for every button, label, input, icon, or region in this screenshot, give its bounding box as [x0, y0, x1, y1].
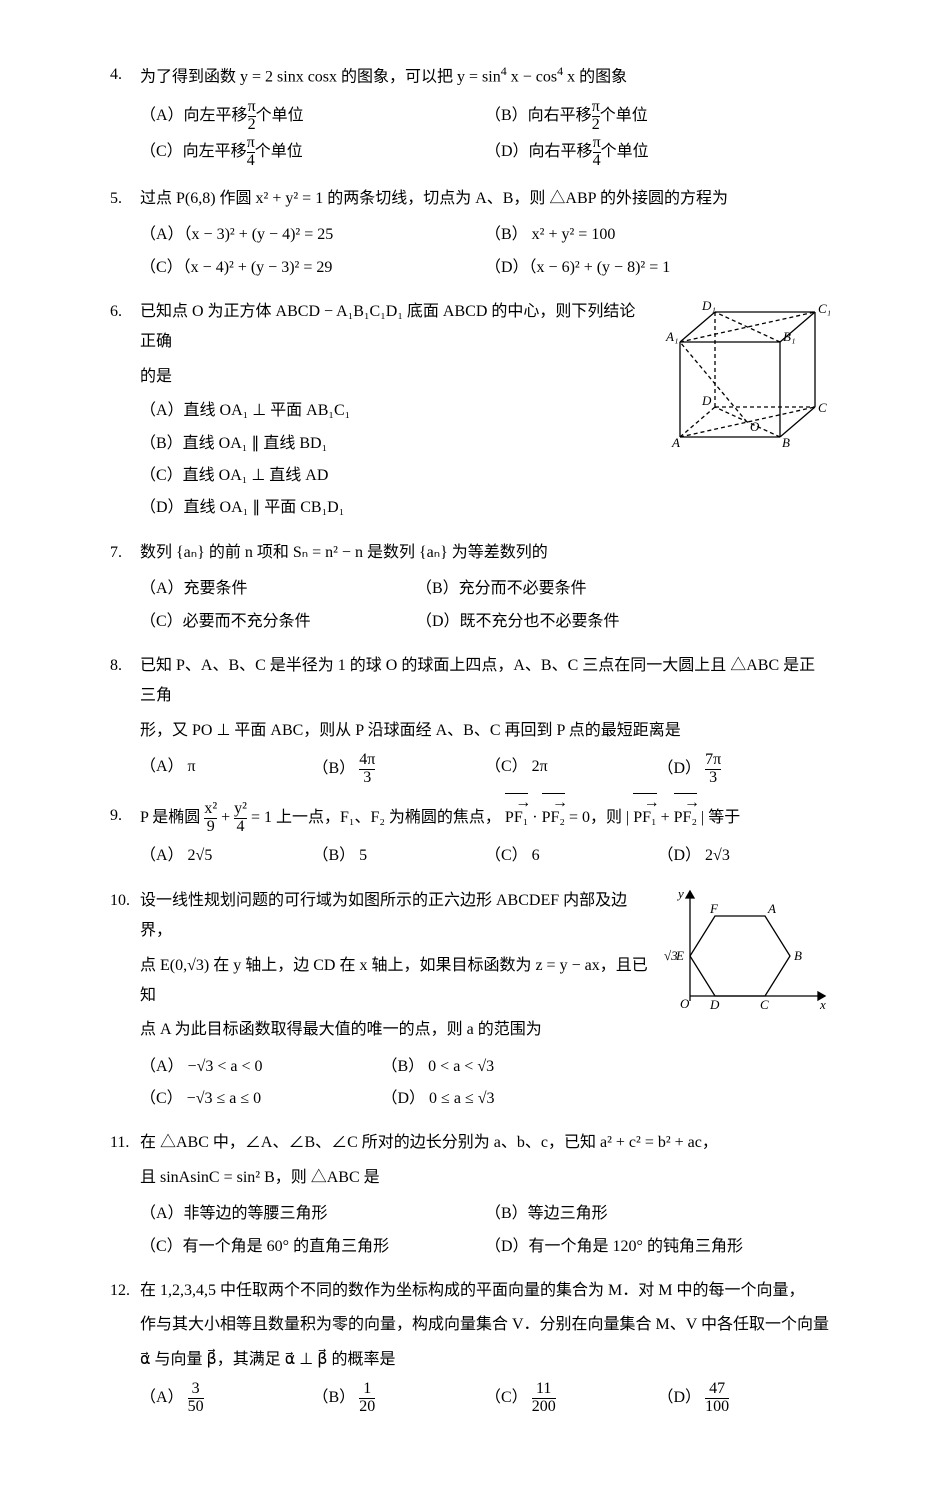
hex-label-a: A: [767, 901, 776, 916]
hex-label-sqrt3: √3: [664, 948, 678, 963]
q8-number: 8.: [110, 651, 122, 681]
q10-option-d: （D） 0 ≤ a ≤ √3: [382, 1084, 624, 1114]
q4-option-c: （C）向左平移π4个单位: [140, 135, 485, 170]
question-8: 8. 已知 P、A、B、C 是半径为 1 的球 O 的球面上四点，A、B、C 三…: [140, 651, 830, 787]
q12-option-c: （C） 11200: [485, 1381, 658, 1416]
cube-label-o: O: [750, 419, 760, 434]
q4-stem-b: x − cos: [507, 68, 557, 85]
hex-label-y: y: [676, 886, 684, 901]
question-11: 11. 在 △ABC 中，∠A、∠B、∠C 所对的边长分别为 a、b、c，已知 …: [140, 1128, 830, 1262]
q5-option-c: （C）（x − 4)² + (y − 3)² = 29: [140, 253, 485, 283]
q10-number: 10.: [110, 886, 130, 916]
q12-option-a: （A） 350: [140, 1381, 313, 1416]
q12-stem-3: α⃗ 与向量 β⃗，其满足 α⃗ ⊥ β⃗ 的概率是: [140, 1345, 830, 1375]
q8-option-a: （A） π: [140, 752, 313, 787]
q8-option-d: （D） 7π3: [658, 752, 831, 787]
q6-option-d: （D）直线 OA₁ ∥ 平面 CB₁D₁: [140, 493, 830, 523]
q8-stem-2: 形，又 PO ⊥ 平面 ABC，则从 P 沿球面经 A、B、C 再回到 P 点的…: [140, 716, 830, 746]
q4-option-a: （A）向左平移π2个单位: [140, 99, 485, 134]
q6-cube-diagram: A B C D A₁ B₁ C₁ D₁ O: [660, 297, 830, 458]
q9-option-a: （A） 2√5: [140, 841, 313, 871]
q5-option-a: （A）（x − 3)² + (y − 4)² = 25: [140, 220, 485, 250]
cube-label-a: A: [671, 435, 680, 447]
question-12: 12. 在 1,2,3,4,5 中任取两个不同的数作为坐标构成的平面向量的集合为…: [140, 1276, 830, 1416]
q4-number: 4.: [110, 60, 122, 90]
q5-option-b: （B） x² + y² = 100: [485, 220, 830, 250]
q11-stem-1: 在 △ABC 中，∠A、∠B、∠C 所对的边长分别为 a、b、c，已知 a² +…: [140, 1128, 830, 1158]
q5-number: 5.: [110, 184, 122, 214]
cube-label-b: B: [782, 435, 790, 447]
q11-stem-2: 且 sinAsinC = sin² B，则 △ABC 是: [140, 1163, 830, 1193]
q4-option-b: （B）向右平移π2个单位: [485, 99, 830, 134]
cube-label-c1: C₁: [818, 301, 830, 316]
q4-option-d: （D）向右平移π4个单位: [485, 135, 830, 170]
q11-option-d: （D）有一个角是 120° 的钝角三角形: [485, 1232, 830, 1262]
q8-option-b: （B） 4π3: [313, 752, 486, 787]
q7-option-a: （A）充要条件: [140, 574, 416, 604]
q9-options: （A） 2√5 （B） 5 （C） 6 （D） 2√3: [140, 839, 830, 871]
q6-number: 6.: [110, 297, 122, 327]
q7-option-d: （D）既不充分也不必要条件: [416, 607, 830, 637]
q9-stem: P 是椭圆 x²9 + y²4 = 1 上一点，F₁、F₂ 为椭圆的焦点， →P…: [140, 801, 830, 836]
q11-number: 11.: [110, 1128, 129, 1158]
question-6: 6.: [140, 297, 830, 524]
question-9: 9. P 是椭圆 x²9 + y²4 = 1 上一点，F₁、F₂ 为椭圆的焦点，…: [140, 801, 830, 872]
cube-label-d1: D₁: [701, 298, 716, 313]
q5-options: （A）（x − 3)² + (y − 4)² = 25 （B） x² + y² …: [140, 218, 830, 283]
q10-hexagon-diagram: O x y D C B A F E √3: [660, 886, 830, 1027]
q12-option-d: （D） 47100: [658, 1381, 831, 1416]
hex-label-b: B: [794, 948, 802, 963]
q9-number: 9.: [110, 801, 122, 831]
q5-stem: 过点 P(6,8) 作圆 x² + y² = 1 的两条切线，切点为 A、B，则…: [140, 184, 830, 214]
q9-option-d: （D） 2√3: [658, 841, 831, 871]
cube-label-c: C: [818, 400, 827, 415]
q7-number: 7.: [110, 538, 122, 568]
q11-option-b: （B）等边三角形: [485, 1199, 830, 1229]
q4-stem: 为了得到函数 y = 2 sinx cosx 的图象，可以把 y = sin4 …: [140, 60, 830, 93]
q10-option-a: （A） −√3 < a < 0: [140, 1052, 382, 1082]
q10-option-b: （B） 0 < a < √3: [382, 1052, 624, 1082]
q7-option-c: （C）必要而不充分条件: [140, 607, 416, 637]
q4-stem-c: x 的图象: [563, 68, 627, 85]
q9-option-c: （C） 6: [485, 841, 658, 871]
hex-label-d: D: [709, 997, 720, 1012]
q12-options: （A） 350 （B） 120 （C） 11200 （D） 47100: [140, 1379, 830, 1416]
q8-options: （A） π （B） 4π3 （C） 2π （D） 7π3: [140, 750, 830, 787]
q12-stem-2: 作与其大小相等且数量积为零的向量，构成向量集合 V．分别在向量集合 M、V 中各…: [140, 1310, 830, 1340]
q12-stem-1: 在 1,2,3,4,5 中任取两个不同的数作为坐标构成的平面向量的集合为 M．对…: [140, 1276, 830, 1306]
question-4: 4. 为了得到函数 y = 2 sinx cosx 的图象，可以把 y = si…: [140, 60, 830, 170]
q4-options: （A）向左平移π2个单位 （B）向右平移π2个单位 （C）向左平移π4个单位 （…: [140, 97, 830, 170]
question-7: 7. 数列 {aₙ} 的前 n 项和 Sₙ = n² − n 是数列 {aₙ} …: [140, 538, 830, 637]
q7-stem: 数列 {aₙ} 的前 n 项和 Sₙ = n² − n 是数列 {aₙ} 为等差…: [140, 538, 830, 568]
question-10: 10. O x y D C B A F E √3: [140, 886, 830, 1115]
cube-label-d: D: [701, 393, 712, 408]
question-5: 5. 过点 P(6,8) 作圆 x² + y² = 1 的两条切线，切点为 A、…: [140, 184, 830, 283]
q10-option-c: （C） −√3 ≤ a ≤ 0: [140, 1084, 382, 1114]
cube-label-a1: A₁: [665, 329, 678, 344]
hex-label-f: F: [709, 901, 719, 916]
hex-label-c: C: [760, 997, 769, 1012]
q7-option-b: （B）充分而不必要条件: [416, 574, 830, 604]
q11-option-a: （A）非等边的等腰三角形: [140, 1199, 485, 1229]
q6-option-c: （C）直线 OA₁ ⊥ 直线 AD: [140, 461, 830, 491]
q12-option-b: （B） 120: [313, 1381, 486, 1416]
q8-option-c: （C） 2π: [485, 752, 658, 787]
q12-number: 12.: [110, 1276, 130, 1306]
hex-label-x: x: [819, 997, 826, 1012]
q4-stem-a: 为了得到函数 y = 2 sinx cosx 的图象，可以把 y = sin: [140, 68, 501, 85]
cube-label-b1: B₁: [783, 329, 795, 344]
q8-stem-1: 已知 P、A、B、C 是半径为 1 的球 O 的球面上四点，A、B、C 三点在同…: [140, 651, 830, 712]
q11-option-c: （C）有一个角是 60° 的直角三角形: [140, 1232, 485, 1262]
q5-option-d: （D）（x − 6)² + (y − 8)² = 1: [485, 253, 830, 283]
q9-option-b: （B） 5: [313, 841, 486, 871]
q7-options: （A）充要条件 （B）充分而不必要条件 （C）必要而不充分条件 （D）既不充分也…: [140, 572, 830, 637]
q11-options: （A）非等边的等腰三角形 （B）等边三角形 （C）有一个角是 60° 的直角三角…: [140, 1197, 830, 1262]
q10-options: （A） −√3 < a < 0 （B） 0 < a < √3 （C） −√3 ≤…: [140, 1050, 623, 1115]
hex-label-o: O: [680, 996, 690, 1011]
